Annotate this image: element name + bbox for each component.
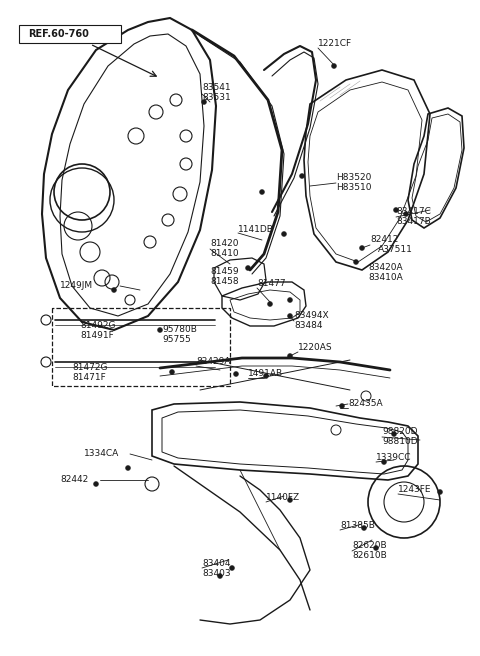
Text: 83484: 83484 <box>294 321 323 331</box>
Text: 1140FZ: 1140FZ <box>266 493 300 502</box>
Text: 81385B: 81385B <box>340 522 375 531</box>
Text: 1491AB: 1491AB <box>248 369 283 379</box>
Text: 81471F: 81471F <box>72 373 106 382</box>
Text: 1339CC: 1339CC <box>376 453 411 462</box>
Text: 81410: 81410 <box>210 249 239 258</box>
Circle shape <box>229 565 235 571</box>
Text: 81459: 81459 <box>210 268 239 276</box>
Circle shape <box>288 497 292 502</box>
Text: 82620B: 82620B <box>352 541 386 550</box>
Text: H83520: H83520 <box>336 173 372 182</box>
Circle shape <box>264 373 268 379</box>
Text: 95755: 95755 <box>162 335 191 344</box>
Text: 83417B: 83417B <box>396 218 431 226</box>
Text: 81477: 81477 <box>257 279 286 289</box>
Circle shape <box>353 260 359 264</box>
Circle shape <box>157 327 163 333</box>
Text: 95780B: 95780B <box>162 325 197 335</box>
Circle shape <box>382 459 386 464</box>
Circle shape <box>94 482 98 487</box>
Circle shape <box>202 100 206 104</box>
Text: 83420A: 83420A <box>368 264 403 272</box>
Circle shape <box>281 232 287 237</box>
Text: 82435A: 82435A <box>348 400 383 409</box>
Circle shape <box>260 190 264 194</box>
Circle shape <box>233 371 239 377</box>
Text: 98820D: 98820D <box>382 428 418 436</box>
Text: 83403: 83403 <box>202 569 230 579</box>
Text: 81492G: 81492G <box>80 321 116 331</box>
Text: 81491F: 81491F <box>80 331 114 340</box>
Circle shape <box>339 403 345 409</box>
Text: 81420: 81420 <box>210 239 239 249</box>
Text: 83417C: 83417C <box>396 207 431 216</box>
FancyBboxPatch shape <box>19 25 121 43</box>
Text: 1243FE: 1243FE <box>398 485 432 495</box>
Circle shape <box>288 298 292 302</box>
Text: 1249JM: 1249JM <box>60 281 93 291</box>
Circle shape <box>217 573 223 579</box>
Circle shape <box>332 64 336 68</box>
Circle shape <box>437 489 443 495</box>
Circle shape <box>394 207 398 213</box>
Circle shape <box>361 525 367 531</box>
Text: A37511: A37511 <box>378 245 413 255</box>
Circle shape <box>267 302 273 306</box>
Text: 83494X: 83494X <box>294 312 329 321</box>
Text: 82429A: 82429A <box>196 358 230 367</box>
Circle shape <box>404 211 408 216</box>
Text: REF.60-760: REF.60-760 <box>28 29 89 39</box>
Text: 81472G: 81472G <box>72 363 108 373</box>
Text: 81458: 81458 <box>210 277 239 287</box>
Circle shape <box>111 287 117 293</box>
Circle shape <box>125 466 131 470</box>
Text: 83531: 83531 <box>202 94 231 102</box>
Circle shape <box>392 432 396 436</box>
Circle shape <box>300 173 304 178</box>
Circle shape <box>288 314 292 319</box>
Circle shape <box>360 245 364 251</box>
Text: 1334CA: 1334CA <box>84 449 119 459</box>
Text: H83510: H83510 <box>336 184 372 192</box>
Text: 98810D: 98810D <box>382 438 418 447</box>
Text: 83404: 83404 <box>202 560 230 569</box>
Text: 83410A: 83410A <box>368 274 403 283</box>
Text: 1220AS: 1220AS <box>298 344 333 352</box>
Text: 1141DB: 1141DB <box>238 226 274 234</box>
Text: 82610B: 82610B <box>352 552 387 560</box>
Text: 1221CF: 1221CF <box>318 39 352 49</box>
Text: 82412: 82412 <box>370 236 398 245</box>
Circle shape <box>288 354 292 358</box>
Text: 83541: 83541 <box>202 83 230 92</box>
Text: 82442: 82442 <box>60 476 88 485</box>
Circle shape <box>245 266 251 270</box>
Circle shape <box>373 546 379 550</box>
Circle shape <box>169 369 175 375</box>
